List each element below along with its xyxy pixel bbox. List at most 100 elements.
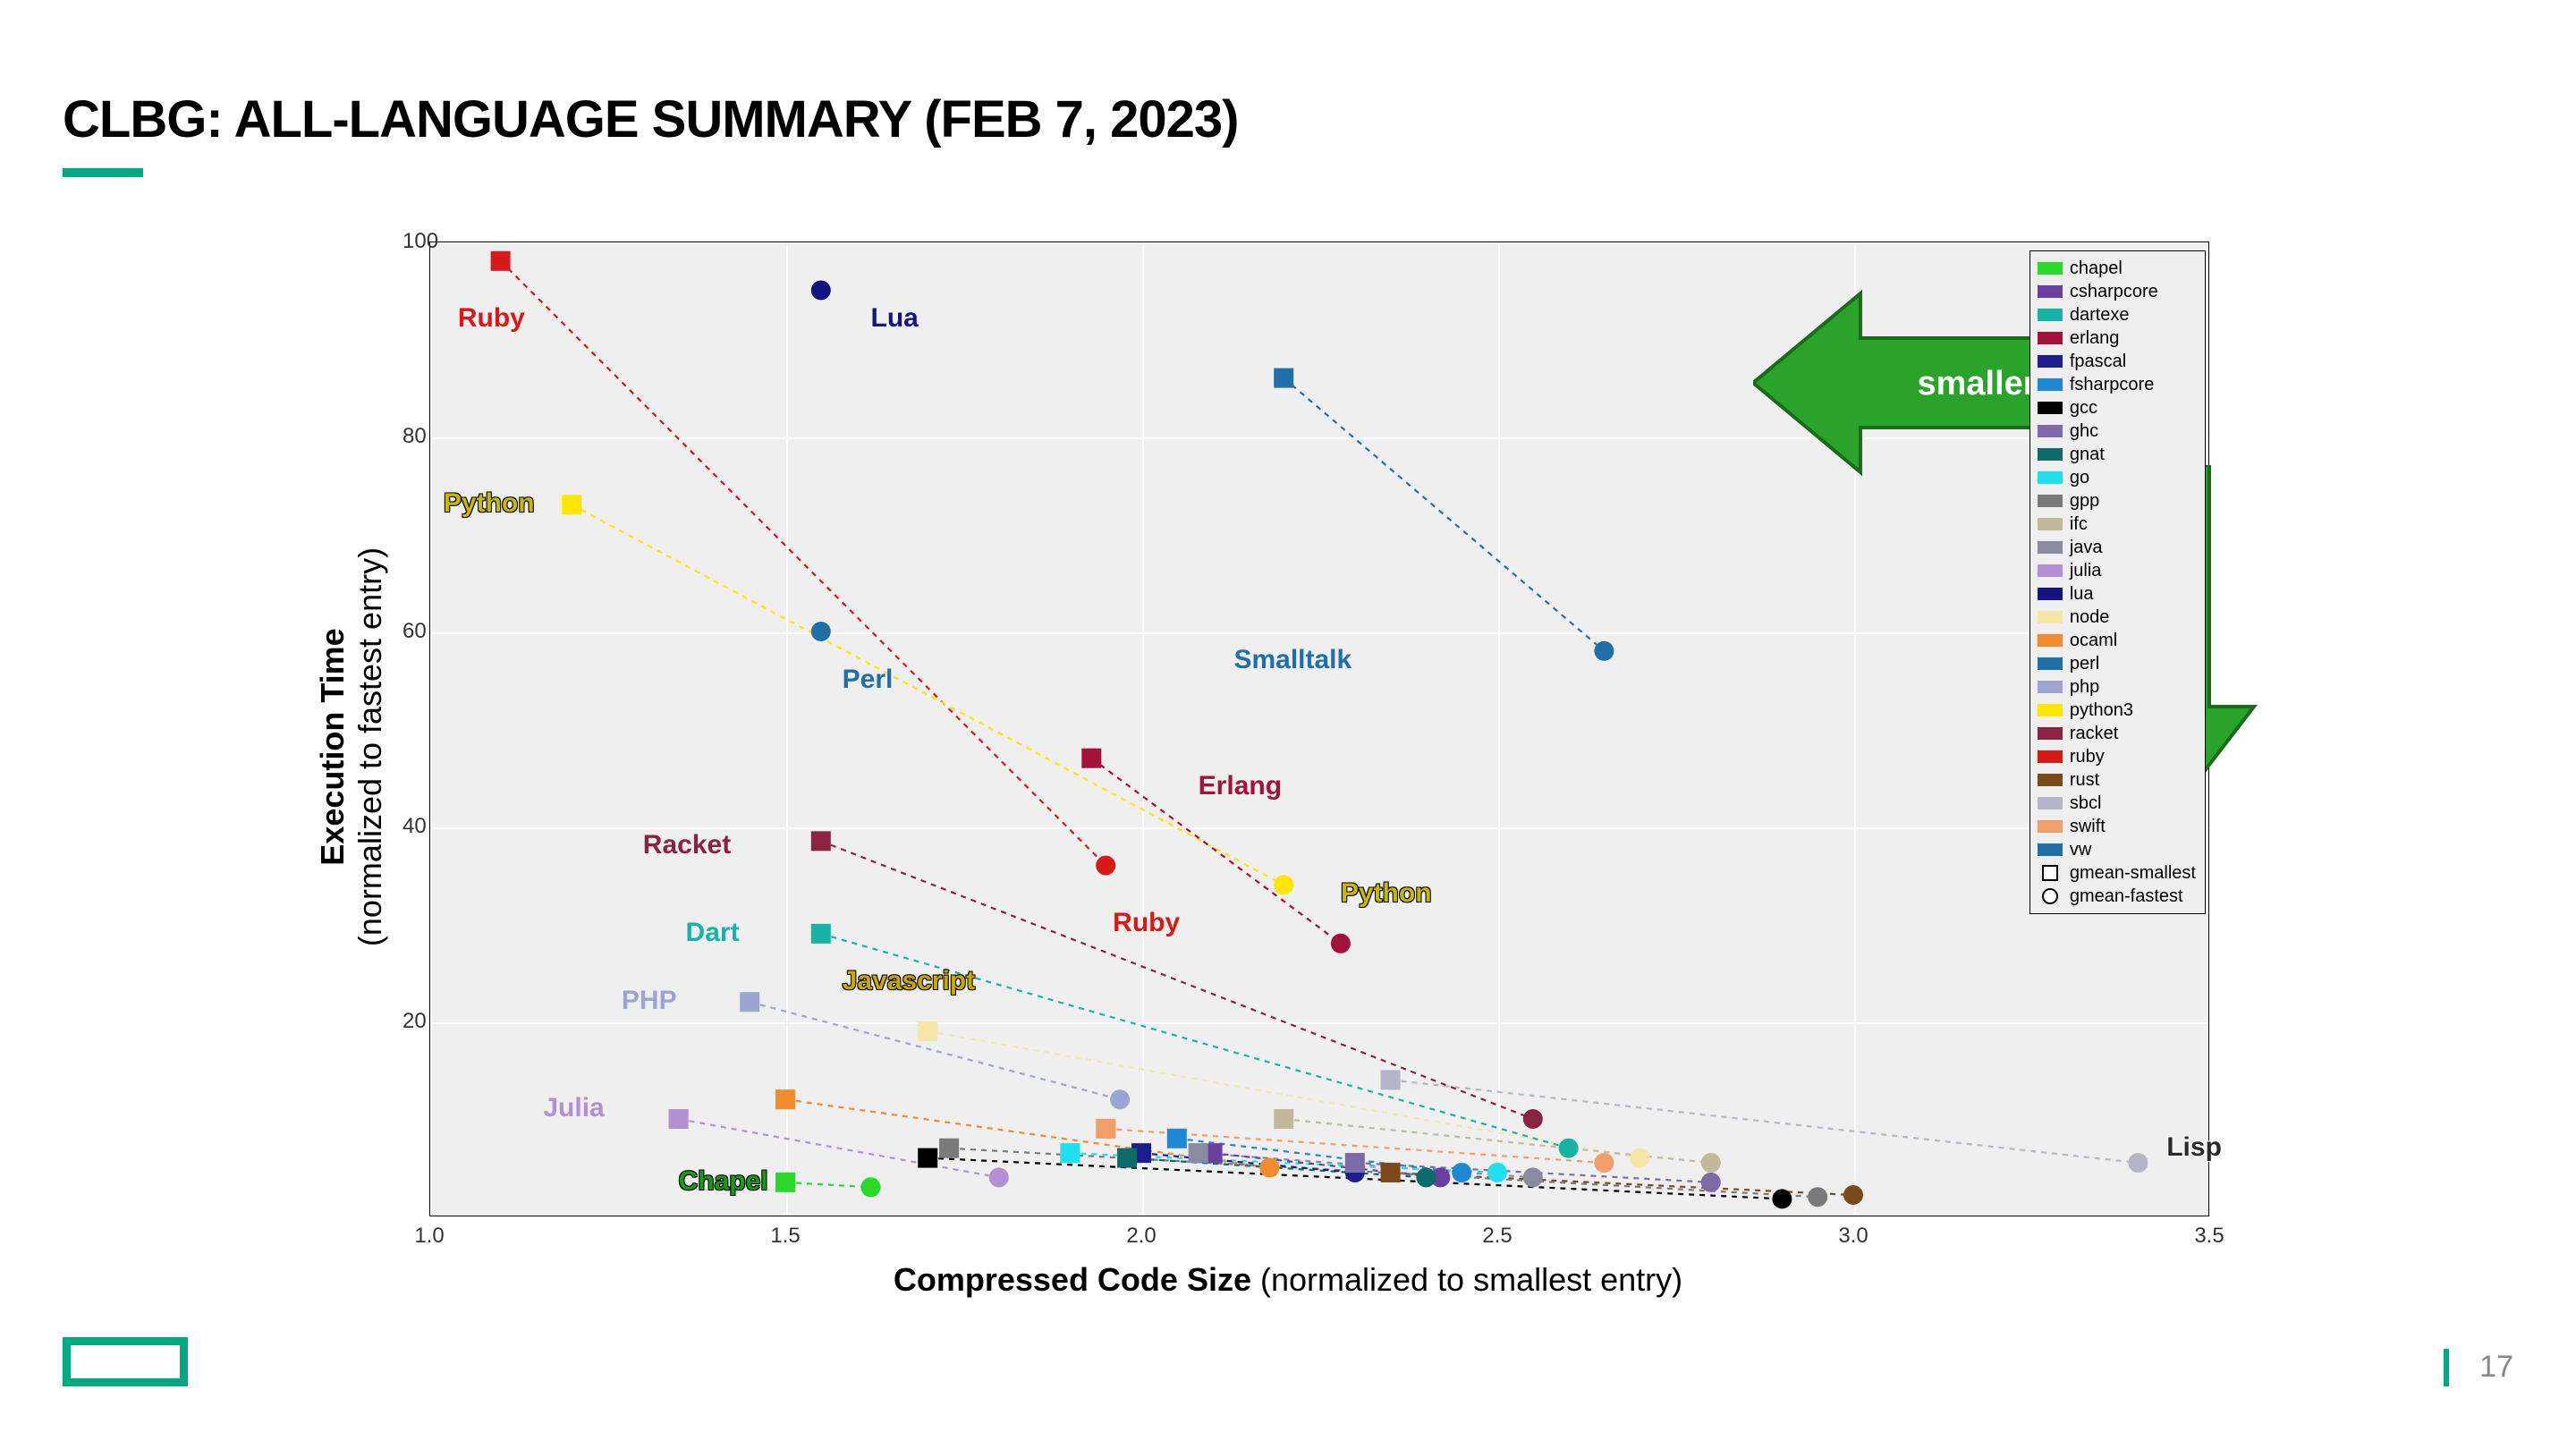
chart-container: Execution Time (normalized to fastest en… [358,242,2218,1252]
legend-swatch [2038,518,2063,530]
legend-item: chapel [2038,257,2196,280]
marker-square-ruby [491,251,511,271]
legend-label: csharpcore [2070,280,2158,303]
y-tick-label: 60 [402,619,424,644]
marker-square-racket [811,831,831,851]
marker-square-vw [1274,369,1293,388]
legend-label: chapel [2070,257,2123,280]
legend: chapelcsharpcoredartexeerlangfpascalfsha… [2029,250,2206,914]
legend-swatch [2038,495,2063,507]
legend-label: julia [2070,559,2102,582]
marker-circle-python3 [1274,875,1293,894]
slide: { "page_number": "17", "title": "CLBG: A… [0,0,2576,1449]
marker-square-dartexe [811,924,831,944]
legend-item: vw [2038,838,2196,861]
marker-square-swift [1096,1119,1115,1139]
legend-swatch [2038,355,2063,368]
legend-label: go [2070,466,2089,489]
x-axis-title-rest: (normalized to smallest entry) [1251,1261,1682,1298]
legend-item: fpascal [2038,350,2196,373]
x-tick-label: 2.0 [1126,1224,1156,1249]
legend-swatch [2038,750,2063,763]
legend-label: gmean-smallest [2070,861,2196,885]
legend-label: java [2070,536,2103,559]
marker-circle-fsharpcore [1452,1163,1471,1182]
legend-label: dartexe [2070,303,2130,326]
marker-circle-ghc [1701,1173,1721,1192]
marker-circle-gnat [1416,1167,1436,1187]
marker-circle-go [1487,1163,1507,1182]
marker-circle-ifc [1701,1153,1721,1173]
marker-square-python3 [562,495,581,514]
legend-label: erlang [2070,326,2120,350]
connector-racket [821,841,1533,1119]
legend-label: lua [2070,582,2094,606]
marker-circle-erlang [1331,934,1351,953]
marker-circle-chapel [861,1177,881,1197]
legend-swatch [2038,541,2063,554]
connector-python3 [572,504,1284,885]
legend-swatch [2038,564,2063,577]
legend-label: python3 [2070,699,2133,722]
marker-circle-perl [811,622,831,641]
legend-swatch [2038,425,2063,437]
connector-chapel [785,1182,871,1187]
legend-label: fpascal [2070,350,2126,373]
legend-swatch [2038,843,2063,856]
marker-square-ghc [1345,1153,1365,1173]
connector-erlang [1091,758,1341,944]
title-underline [63,168,143,177]
marker-square-erlang [1081,749,1101,768]
legend-item: ruby [2038,745,2196,768]
connector-vw [1284,378,1604,651]
footer-logo-box [63,1337,188,1386]
connector-php [750,1002,1120,1099]
legend-swatch [2038,448,2063,461]
legend-label: swift [2070,815,2106,838]
legend-item-shape: gmean-smallest [2038,861,2196,885]
marker-circle-racket [1523,1109,1543,1129]
legend-item-shape: gmean-fastest [2038,885,2196,908]
marker-square-go [1060,1143,1080,1163]
x-axis-title: Compressed Code Size (normalized to smal… [894,1261,1682,1299]
marker-circle-rust [1843,1185,1863,1205]
marker-circle-julia [989,1167,1009,1187]
legend-label: fsharpcore [2070,373,2155,396]
marker-circle-lua [811,281,831,301]
page-number-bar [2444,1349,2449,1386]
marker-square-gpp [939,1139,959,1158]
legend-label: perl [2070,652,2099,675]
legend-swatch [2038,262,2063,275]
legend-item: swift [2038,815,2196,838]
marker-square-node [918,1021,937,1041]
y-axis-title-bold: Execution Time [314,628,351,865]
legend-label: node [2070,606,2110,629]
connector-ruby [501,261,1106,866]
legend-label: gcc [2070,396,2097,419]
legend-label: gnat [2070,443,2105,466]
legend-item: dartexe [2038,303,2196,326]
legend-label: php [2070,675,2099,699]
legend-item: gcc [2038,396,2196,419]
arrow-smaller-label: smaller [1917,365,2036,402]
legend-item: ghc [2038,419,2196,443]
legend-swatch [2038,611,2063,623]
legend-item: go [2038,466,2196,489]
legend-swatch [2038,309,2063,321]
legend-label: sbcl [2070,792,2102,815]
y-tick-label: 40 [402,814,424,839]
legend-swatch [2038,774,2063,786]
marker-square-rust [1381,1163,1401,1182]
legend-swatch [2038,332,2063,344]
marker-circle-java [1523,1167,1543,1187]
legend-item: rust [2038,768,2196,792]
marker-square-sbcl [1381,1070,1401,1089]
legend-item: java [2038,536,2196,559]
marker-circle-gcc [1772,1189,1792,1208]
marker-square-gcc [918,1148,937,1168]
legend-shape [2042,865,2058,881]
legend-label: gmean-fastest [2070,885,2183,908]
marker-circle-ocaml [1259,1158,1279,1178]
legend-item: fsharpcore [2038,373,2196,396]
marker-square-ifc [1274,1109,1293,1129]
